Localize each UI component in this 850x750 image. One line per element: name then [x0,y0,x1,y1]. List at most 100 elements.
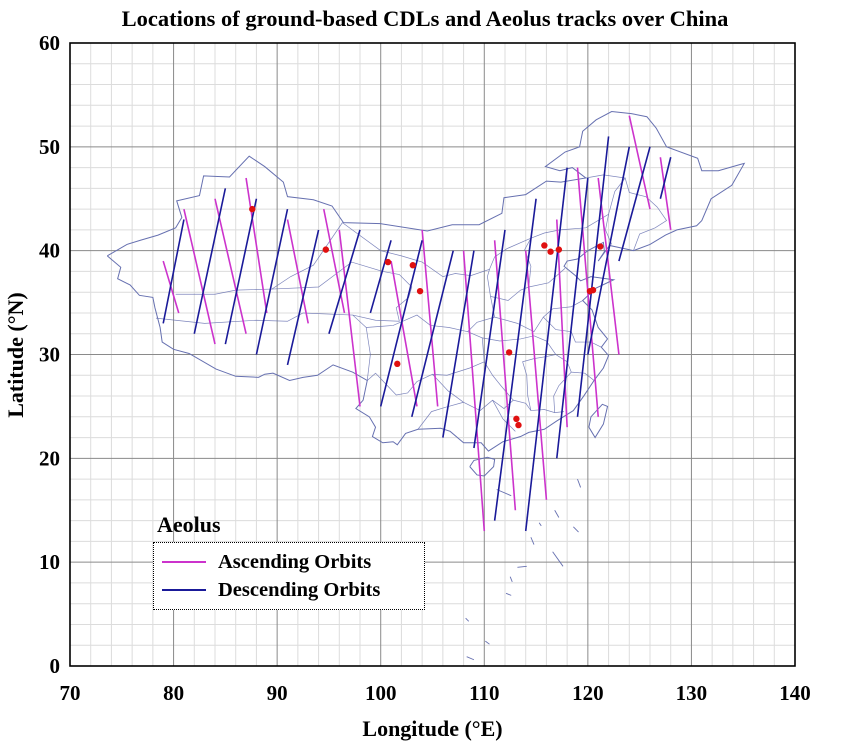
island-mark [465,617,470,622]
x-tick-label: 80 [163,681,184,705]
province-boundary [432,373,565,414]
x-tick-label: 120 [572,681,604,705]
ascending-orbit-track [245,177,268,314]
x-tick-label: 140 [779,681,811,705]
province-boundary [482,335,595,381]
x-axis-label: Longitude (°E) [362,716,503,741]
x-tick-label: 90 [267,681,288,705]
cdl-site-marker [249,205,256,213]
descending-orbit-track [493,198,537,521]
x-tick-label: 100 [365,681,397,705]
cdl-site-marker [505,349,513,356]
cdl-site-marker [384,258,392,266]
descending-orbit-track [255,208,289,355]
x-axis-ticks: 70 80 90 100 110 120 130 140 [60,681,811,705]
hainan-border [469,456,496,477]
ascending-orbit-track [462,250,486,532]
ascending-orbit-track [659,157,672,231]
descending-orbit-track [587,146,631,355]
island-mark [517,565,527,568]
cdl-site-marker [416,287,424,295]
taiwan-border [588,403,609,439]
legend-item-descending: Descending Orbits [162,577,380,603]
island-mark [538,522,542,527]
ascending-orbit-track [555,219,568,428]
descending-orbit-track [224,198,258,345]
province-boundary [605,214,613,245]
y-tick-label: 30 [39,343,60,367]
cdl-site-marker [541,242,548,249]
cdl-site-marker [322,246,330,253]
island-mark [530,537,535,545]
province-boundary [522,354,556,411]
province-boundary [467,269,496,332]
chart-title: Locations of ground-based CDLs and Aeolu… [121,6,729,31]
ascending-line-swatch [162,561,206,563]
descending-orbit-track [328,229,361,334]
province-boundary [342,174,626,278]
cdl-sites [249,205,604,429]
descending-orbit-track [193,188,227,334]
island-mark [577,478,582,488]
y-tick-label: 50 [39,135,60,159]
province-boundary [366,314,485,396]
descending-orbit-track [411,250,454,417]
ascending-orbit-track [493,240,517,511]
plot-frame [69,42,796,667]
ascending-orbit-track [286,219,309,324]
province-boundary [494,300,583,333]
y-tick-label: 0 [50,654,61,678]
y-tick-label: 60 [39,31,60,55]
legend-title: Aeolus [157,512,221,537]
descending-orbit-track [555,177,589,459]
descending-orbit-track [659,157,672,199]
island-mark [573,526,579,533]
legend-item-ascending: Ascending Orbits [162,549,371,575]
cdl-site-marker [547,248,554,255]
descending-orbit-track [369,240,392,314]
ascending-orbit-track [524,250,548,500]
cdl-site-marker [394,360,401,368]
legend-label-descending: Descending Orbits [218,578,381,601]
ascending-orbit-track [214,198,247,334]
island-mark [552,551,564,567]
cdl-site-marker [513,415,520,423]
descending-orbit-track [442,250,475,438]
descending-orbit-track [286,229,320,366]
y-tick-label: 10 [39,550,60,574]
province-boundary [271,261,413,322]
cdl-site-marker [555,246,563,253]
descending-orbit-track [379,240,423,407]
descending-orbit-track [576,136,610,417]
island-mark [505,592,512,596]
island-mark [485,640,490,645]
descending-orbit-track [162,219,185,324]
ascending-orbit-track [338,229,361,407]
descending-orbit-track [618,146,651,262]
island-mark [466,656,475,661]
china-border [106,111,746,452]
cdl-site-marker [597,243,604,250]
province-boundary [492,400,516,432]
ascending-orbit-track [421,229,439,407]
legend-label-ascending: Ascending Orbits [218,550,372,573]
aeolus-tracks [162,115,672,532]
province-boundary [624,177,668,251]
y-axis-label: Latitude (°N) [3,292,28,418]
province-boundary [155,312,371,381]
island-mark [554,510,560,518]
x-tick-label: 130 [676,681,708,705]
cdl-site-marker [515,421,522,429]
ascending-orbit-track [597,177,620,355]
descending-line-swatch [162,589,206,591]
china-boundaries [106,111,746,661]
descending-orbit-track [473,229,506,449]
island-mark [509,576,513,583]
ascending-orbit-track [628,115,651,210]
ascending-orbit-track [390,260,418,407]
descending-orbit-track [524,167,568,532]
province-boundary [417,401,464,430]
y-tick-label: 20 [39,446,60,470]
x-tick-label: 70 [60,681,81,705]
